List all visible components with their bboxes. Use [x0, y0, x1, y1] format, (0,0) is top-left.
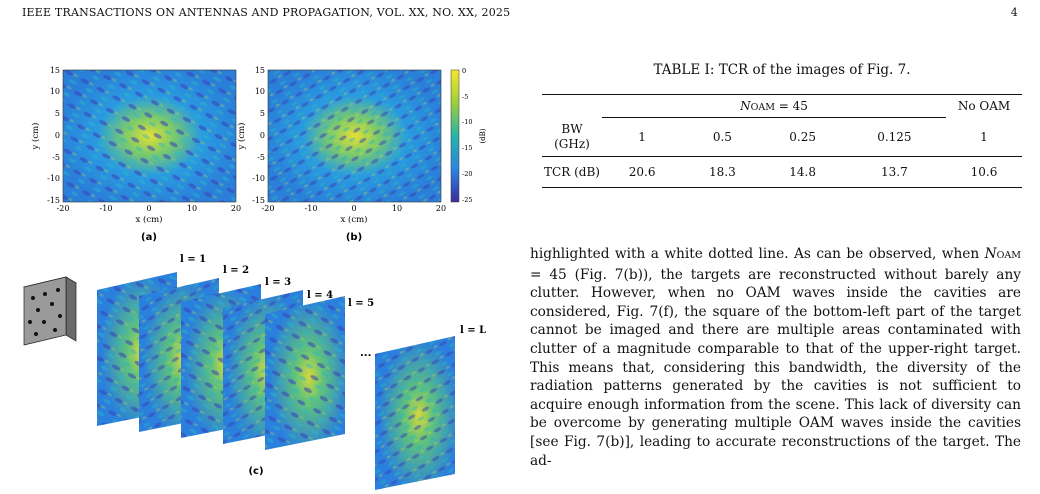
- x-tick: 20: [436, 204, 446, 213]
- layer-label: l = 1: [180, 254, 206, 265]
- panel-a: 15 10 5 0 -5 -10 -15 -20 -10 0 10 20 x (…: [30, 66, 241, 243]
- figure-7: 15 10 5 0 -5 -10 -15 -20 -10 0 10 20 x (…: [23, 66, 487, 490]
- table-cell: 0.25: [762, 117, 843, 157]
- table-cell: 0.5: [682, 117, 763, 157]
- row-label: TCR (dB): [542, 156, 602, 188]
- y-tick: -15: [252, 196, 265, 205]
- running-header: IEEE TRANSACTIONS ON ANTENNAS AND PROPAG…: [22, 6, 1018, 22]
- colorbar-tick: -20: [462, 170, 472, 178]
- tcr-table: NOAM = 45 No OAM BW (GHz) 1 0.5 0.25 0.12…: [542, 94, 1022, 188]
- y-tick: 10: [255, 87, 265, 96]
- x-tick: 10: [187, 204, 197, 213]
- y-axis-label: y (cm): [30, 123, 41, 151]
- x-tick: 0: [351, 204, 356, 213]
- table-row-bw: BW (GHz) 1 0.5 0.25 0.125 1: [542, 117, 1022, 157]
- table-row-tcr: TCR (dB) 20.6 18.3 14.8 13.7 10.6: [542, 156, 1022, 188]
- table-cell: 0.125: [842, 117, 946, 157]
- journal-title: IEEE TRANSACTIONS ON ANTENNAS AND PROPAG…: [22, 6, 511, 19]
- colorbar: 0 -5 -10 -15 -20 -25 (dB): [450, 67, 487, 204]
- x-axis-label: x (cm): [136, 214, 163, 225]
- layer-label: l = 5: [348, 298, 374, 309]
- y-tick: -5: [257, 153, 265, 162]
- colorbar-tick: 0: [462, 67, 466, 75]
- table-cell: 18.3: [682, 156, 763, 188]
- y-tick: 0: [55, 131, 60, 140]
- colorbar-tick: -15: [462, 144, 472, 152]
- y-tick: 15: [50, 66, 60, 75]
- group-header-n-oam: NOAM = 45: [602, 94, 946, 118]
- row-label: BW (GHz): [542, 117, 602, 157]
- y-tick: 5: [55, 109, 60, 118]
- layer-label: l = 3: [265, 277, 291, 288]
- body-paragraph: highlighted with a white dotted line. As…: [530, 246, 1021, 469]
- y-tick: 5: [260, 109, 265, 118]
- ellipsis: ...: [360, 348, 371, 359]
- table-header-row: NOAM = 45 No OAM: [542, 94, 1022, 118]
- x-tick: -10: [305, 204, 318, 213]
- colorbar-tick: -25: [462, 196, 472, 204]
- panel-b: 15 10 5 0 -5 -10 -15 -20 -10 0 10 20 x (…: [236, 66, 446, 243]
- x-tick: 0: [146, 204, 151, 213]
- panel-c: l = 1 l = 2 l = 3 l = 4 l = 5 l = L ... …: [23, 254, 486, 490]
- table-cell: 13.7: [842, 156, 946, 188]
- oam-layer-5: [265, 296, 345, 450]
- panel-label: (c): [248, 466, 263, 477]
- oam-layer-stack: [97, 272, 455, 490]
- y-axis-label: y (cm): [236, 123, 247, 151]
- y-tick: 10: [50, 87, 60, 96]
- x-axis-label: x (cm): [341, 214, 368, 225]
- y-tick: 15: [255, 66, 265, 75]
- colorbar-unit: (dB): [479, 128, 487, 143]
- table-cell: 10.6: [946, 156, 1022, 188]
- layer-label: l = 2: [223, 265, 249, 276]
- panel-label: (b): [346, 232, 362, 243]
- table-cell: 20.6: [602, 156, 683, 188]
- table-cell: 1: [602, 117, 683, 157]
- table-cell: 14.8: [762, 156, 843, 188]
- y-tick: 0: [260, 131, 265, 140]
- x-tick: 20: [231, 204, 241, 213]
- page-number: 4: [1010, 6, 1018, 19]
- panel-label: (a): [141, 232, 157, 243]
- layer-label: l = 4: [307, 290, 333, 301]
- oam-layer-L: [375, 336, 455, 490]
- no-oam-header: No OAM: [946, 94, 1022, 118]
- x-tick: -20: [57, 204, 70, 213]
- y-tick: -5: [52, 153, 60, 162]
- x-tick: -20: [262, 204, 275, 213]
- target-cube-icon: [23, 276, 77, 346]
- colorbar-tick: -10: [462, 118, 472, 126]
- table-cell: 1: [946, 117, 1022, 157]
- x-tick: 10: [392, 204, 402, 213]
- layer-label: l = L: [460, 325, 486, 336]
- y-tick: -10: [47, 174, 60, 183]
- colorbar-tick: -5: [462, 93, 468, 101]
- y-tick: -15: [47, 196, 60, 205]
- table-caption: TABLE I: TCR of the images of Fig. 7.: [653, 62, 911, 78]
- y-tick: -10: [252, 174, 265, 183]
- x-tick: -10: [100, 204, 113, 213]
